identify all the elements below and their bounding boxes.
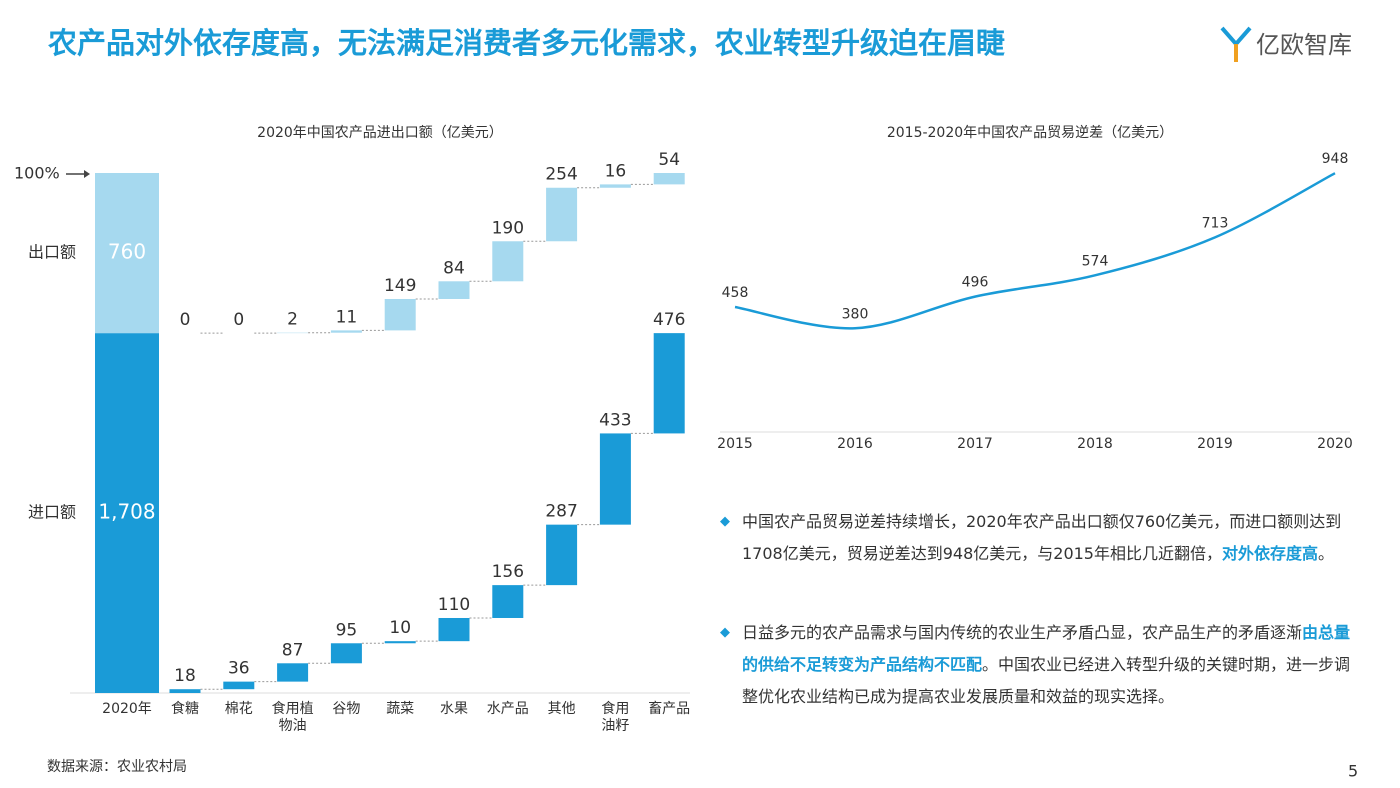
slide-title: 农产品对外依存度高，无法满足消费者多元化需求，农业转型升级迫在眉睫 — [47, 26, 1005, 60]
emphasis: 对外依存度高 — [1221, 544, 1318, 563]
x-tick-label: 2018 — [1077, 436, 1113, 452]
data-label: 84 — [443, 258, 465, 278]
data-label: 254 — [545, 165, 577, 185]
x-tick-label: 2016 — [837, 436, 873, 452]
bar — [223, 681, 255, 690]
x-tick-label: 2020 — [1317, 436, 1353, 452]
x-tick-label: 食糖 — [171, 700, 199, 717]
bullet: 中国农产品贸易逆差持续增长，2020年农产品出口额仅760亿美元，而进口额则达到… — [720, 506, 1360, 570]
data-label: 433 — [599, 410, 631, 430]
x-tick-label: 水果 — [440, 701, 468, 717]
bar — [599, 433, 631, 525]
data-label: 54 — [658, 150, 680, 170]
legend-label: 进口额 — [28, 503, 76, 522]
data-label: 1,708 — [98, 500, 155, 524]
data-label: 156 — [492, 562, 524, 582]
bar — [384, 298, 416, 331]
bar — [277, 663, 309, 682]
logo-text: 亿欧智库 — [1256, 31, 1352, 59]
x-tick-label: 其他 — [548, 701, 576, 717]
source: 数据来源：农业农村局 — [47, 759, 187, 775]
data-label: 713 — [1202, 215, 1229, 231]
bar — [653, 173, 685, 185]
x-tick-label: 食用植物油 — [272, 700, 314, 734]
bar — [169, 689, 201, 693]
data-label: 11 — [336, 307, 358, 327]
legend-label: 出口额 — [28, 243, 76, 262]
x-tick-label: 食用油籽 — [601, 700, 629, 734]
bar — [330, 330, 362, 333]
data-label: 948 — [1322, 151, 1349, 167]
data-label: 458 — [722, 285, 749, 301]
bullet-text: 日益多元的农产品需求与国内传统的农业生产矛盾凸显，农产品生产的矛盾逐渐 — [742, 623, 1303, 642]
chart-title: 2015-2020年中国农产品贸易逆差（亿美元） — [887, 125, 1173, 141]
chart-title: 2020年中国农产品进出口额（亿美元） — [257, 125, 503, 141]
x-tick-label: 2019 — [1197, 436, 1233, 452]
page-number: 5 — [1348, 762, 1358, 781]
data-label: 476 — [653, 310, 685, 330]
data-label: 110 — [438, 595, 470, 615]
emphasis: 由总量的供给不足转变为产品结构不匹配 — [742, 623, 1351, 674]
bar — [492, 585, 524, 618]
data-label: 0 — [180, 310, 191, 330]
bar — [546, 524, 578, 586]
data-label: 760 — [108, 240, 146, 264]
data-label: 574 — [1082, 253, 1109, 269]
data-label: 2 — [287, 310, 298, 330]
data-label: 36 — [228, 659, 250, 679]
x-tick-label: 2020年 — [102, 701, 152, 717]
bar — [384, 641, 416, 644]
data-label: 16 — [605, 161, 627, 181]
x-tick-label: 2015 — [717, 436, 753, 452]
data-label: 10 — [389, 618, 411, 638]
data-label: 496 — [962, 275, 989, 291]
x-tick-label: 2017 — [957, 436, 993, 452]
data-label: 190 — [492, 218, 524, 238]
bar — [653, 333, 685, 434]
x-tick-label: 畜产品 — [648, 701, 690, 717]
annotation-arrow — [66, 170, 90, 178]
annotation: 100% — [14, 164, 60, 183]
x-tick-label: 蔬菜 — [386, 701, 414, 717]
bullet: 日益多元的农产品需求与国内传统的农业生产矛盾凸显，农产品生产的矛盾逐渐由总量的供… — [720, 617, 1360, 713]
bar — [438, 281, 470, 299]
data-label: 149 — [384, 276, 416, 296]
x-tick-label: 棉花 — [225, 700, 253, 717]
bullet-text: 中国农产品贸易逆差持续增长，2020年农产品出口额仅760亿美元，而进口额则达到… — [742, 512, 1342, 563]
data-label: 380 — [842, 306, 869, 322]
bar — [438, 617, 470, 642]
bar — [546, 187, 578, 242]
line — [734, 172, 1336, 330]
x-tick-label: 谷物 — [332, 701, 360, 717]
x-tick-label: 水产品 — [487, 701, 529, 717]
data-label: 95 — [336, 620, 358, 640]
bar — [492, 241, 524, 282]
bar — [95, 173, 159, 334]
bullet-text: 。 — [1318, 544, 1335, 563]
data-label: 0 — [233, 310, 244, 330]
data-label: 287 — [545, 502, 577, 522]
data-label: 18 — [174, 666, 196, 686]
bar — [599, 184, 631, 188]
logo-icon — [1220, 26, 1252, 62]
bullet-text: 。中国农业已经进入转型升级的关键时期，进一步调整优化农业结构已成为提高农业发展质… — [742, 655, 1351, 706]
bar — [95, 333, 159, 693]
bar — [330, 643, 362, 664]
data-label: 87 — [282, 640, 304, 660]
